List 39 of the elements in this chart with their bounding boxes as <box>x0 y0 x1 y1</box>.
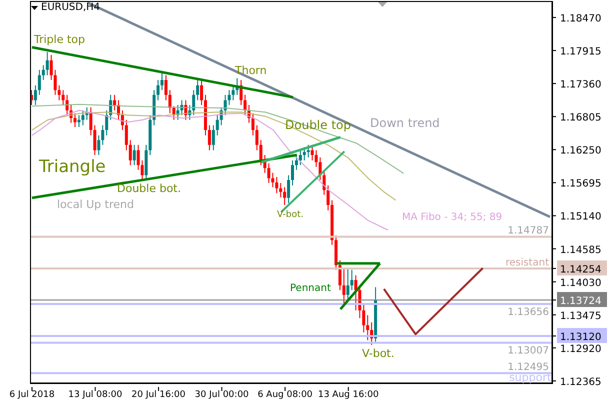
annotation: Double bot. <box>117 182 181 195</box>
x-tick-label: 20 Jul 16:00 <box>132 390 186 400</box>
chart-title: EURUSD,H4 <box>41 2 100 13</box>
y-tick-label: 1.13724 <box>560 296 602 308</box>
annotation: Double top <box>285 118 351 132</box>
y-tick-label: 1.16805 <box>560 112 602 124</box>
x-tick-label: 13 Jul 08:00 <box>68 390 122 400</box>
y-tick-label: 1.13475 <box>560 310 602 322</box>
x-tick-label: 13 Aug 16:00 <box>318 390 379 400</box>
y-tick-label: 1.15695 <box>560 178 602 190</box>
y-tick-label: 1.14030 <box>560 278 602 289</box>
annotation: local Up trend <box>57 198 134 211</box>
annotation: V-bot. <box>277 210 304 220</box>
y-tick-label: 1.15140 <box>560 212 602 223</box>
y-tick-label: 1.17360 <box>560 80 602 91</box>
annotation: MA Fibo - 34; 55; 89 <box>402 212 502 223</box>
annotation: support <box>509 371 552 384</box>
y-tick-label: 1.12920 <box>560 344 602 355</box>
y-tick-label: 1.13120 <box>560 332 602 343</box>
annotation: Thorn <box>234 64 267 77</box>
x-tick-label: 6 Aug 08:00 <box>258 390 313 400</box>
annotation: V-bot. <box>362 347 394 360</box>
ref-line-label: 1.13007 <box>508 346 549 357</box>
ref-line-label: 1.12495 <box>508 362 549 374</box>
y-tick-label: 1.16250 <box>560 146 602 157</box>
y-tick-label: 1.14254 <box>560 264 602 276</box>
annotation: Triangle <box>38 157 106 177</box>
annotation: Down trend <box>370 116 440 130</box>
ref-line-label: 1.13656 <box>508 307 549 318</box>
annotation: Triple top <box>33 33 86 46</box>
annotation: Pennant <box>290 283 331 294</box>
y-tick-label: 1.17915 <box>560 46 602 58</box>
y-tick-label: 1.14585 <box>560 244 602 256</box>
y-tick-label: 1.12365 <box>560 376 602 388</box>
y-tick-label: 1.18470 <box>560 13 602 24</box>
ref-line-label: resistant <box>505 257 550 268</box>
ref-line-label: 1.14787 <box>508 226 549 237</box>
x-tick-label: 30 Jul 00:00 <box>194 390 250 400</box>
x-tick-label: 6 Jul 2018 <box>9 390 55 400</box>
